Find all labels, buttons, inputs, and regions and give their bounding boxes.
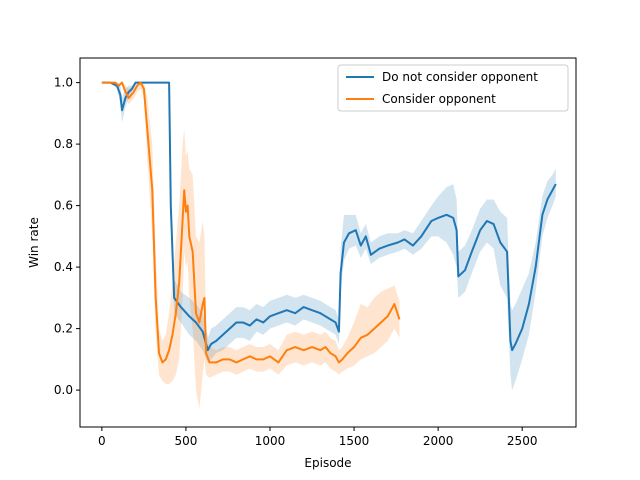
x-tick-label: 500 [174,434,197,448]
line-do-not-consider-opponent [101,81,557,352]
series-lines [101,81,557,364]
x-tick-label: 0 [98,434,106,448]
x-tick-label: 2500 [507,434,538,448]
x-tick-label: 2000 [423,434,454,448]
y-tick-label: 1.0 [54,76,73,90]
band-consider-opponent [101,82,400,409]
legend-label-consider-opponent: Consider opponent [382,92,496,106]
x-axis-ticks: 0 500 1000 1500 2000 2500 [98,427,537,448]
y-tick-label: 0.8 [54,137,73,151]
x-tick-label: 1500 [339,434,370,448]
y-tick-label: 0.6 [54,199,73,213]
legend: Do not consider opponent Consider oppone… [337,64,569,112]
y-tick-label: 0.2 [54,322,73,336]
line-consider-opponent [101,81,401,364]
x-tick-label: 1000 [255,434,286,448]
legend-box [337,64,569,112]
band-do-not-consider-opponent [101,82,556,391]
confidence-bands [101,82,556,409]
legend-label-do-not-consider-opponent: Do not consider opponent [382,70,538,84]
y-tick-label: 0.0 [54,383,73,397]
x-axis-label: Episode [304,456,351,470]
y-axis-label: Win rate [27,217,41,268]
plot-frame [79,57,577,428]
y-axis-ticks: 0.0 0.2 0.4 0.6 0.8 1.0 [54,76,80,397]
y-tick-label: 0.4 [54,260,73,274]
